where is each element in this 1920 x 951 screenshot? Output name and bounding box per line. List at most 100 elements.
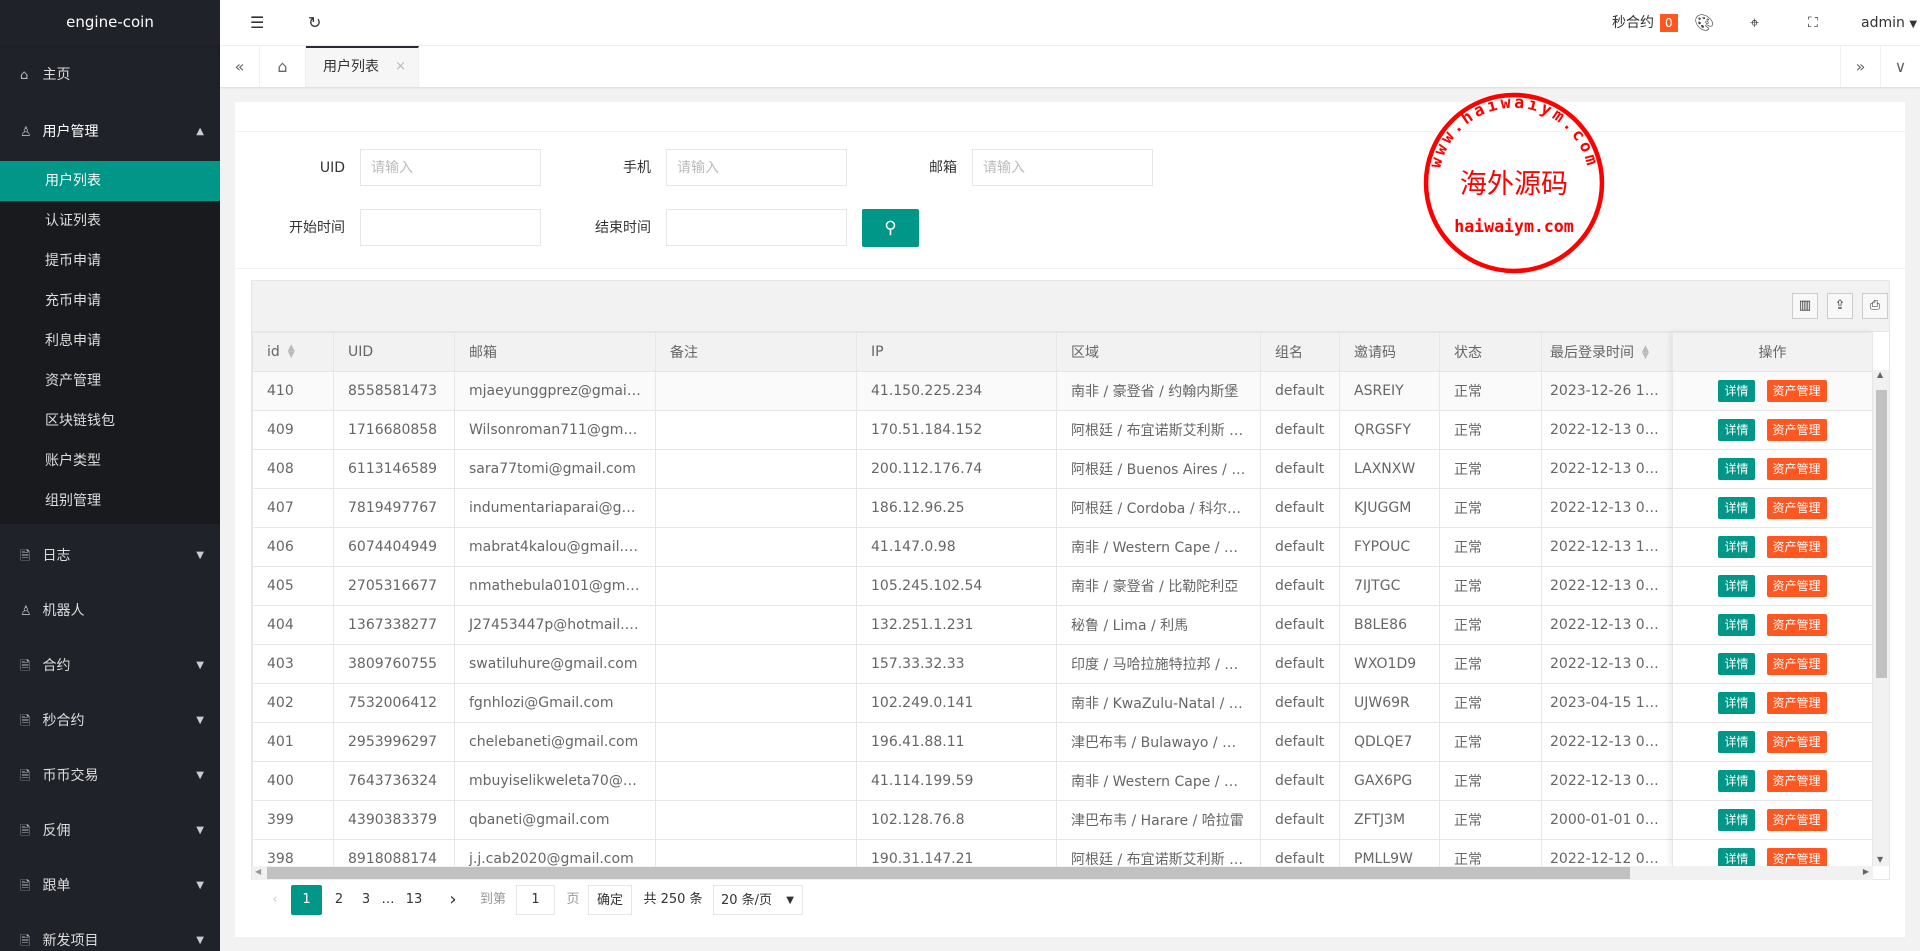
asset-management-button[interactable]: 资产管理 bbox=[1766, 809, 1827, 831]
vertical-scrollbar[interactable]: ▲ ▼ bbox=[1873, 370, 1889, 866]
table-cell: 41.150.225.234 bbox=[856, 371, 1057, 411]
table-row: 399 4390383379 qbaneti@gmail.com 102.128.76… bbox=[252, 800, 1672, 840]
column-header[interactable]: id ▲ ▼ bbox=[252, 332, 334, 372]
sidebar-item-group[interactable]: 🗎︎ 币币交易 ▼ bbox=[0, 748, 220, 804]
detail-button[interactable]: 详情 bbox=[1718, 419, 1755, 441]
search-button[interactable]: ⚲ bbox=[862, 209, 919, 247]
second-contract-link[interactable]: 秒合约 bbox=[1612, 15, 1654, 31]
horizontal-scrollbar[interactable]: ◀ ▶ bbox=[252, 866, 1873, 880]
table-cell: 南非 / Western Cape / 開普敦 bbox=[1056, 761, 1261, 801]
table-body-view[interactable]: id ▲ ▼ UID 邮箱 备注 IP 区域 组名 邀请码 状态 最后登录时间 ▲ ▼ 410 855858… bbox=[252, 332, 1672, 866]
goto-page-input[interactable] bbox=[516, 885, 555, 915]
detail-button[interactable]: 详情 bbox=[1718, 380, 1755, 402]
sidebar-subitem[interactable]: 提币申请 bbox=[45, 253, 101, 269]
detail-button[interactable]: 详情 bbox=[1718, 575, 1755, 597]
close-icon[interactable]: × bbox=[395, 59, 406, 74]
asset-management-button[interactable]: 资产管理 bbox=[1766, 731, 1827, 753]
sidebar-subitem[interactable]: 资产管理 bbox=[45, 373, 101, 389]
goto-confirm-button[interactable]: 确定 bbox=[588, 885, 632, 915]
sidebar-subitem[interactable]: 账户类型 bbox=[45, 453, 101, 469]
scrollbar-thumb[interactable] bbox=[1876, 390, 1887, 678]
tabs-scroll-left-icon[interactable]: « bbox=[220, 46, 260, 87]
home-tab-icon[interactable]: ⌂ bbox=[260, 46, 306, 87]
sort-icon[interactable]: ▲ ▼ bbox=[1642, 344, 1649, 361]
page-13[interactable]: 13 bbox=[405, 892, 423, 907]
sidebar-item-user-management[interactable]: ♙ 用户管理 ▲ bbox=[0, 104, 220, 160]
scroll-left-icon[interactable]: ◀ bbox=[255, 867, 262, 876]
refresh-icon[interactable]: ↻ bbox=[308, 13, 322, 32]
detail-button[interactable]: 详情 bbox=[1718, 458, 1755, 480]
detail-button[interactable]: 详情 bbox=[1718, 497, 1755, 519]
prev-page-icon[interactable]: ‹ bbox=[272, 892, 278, 907]
email-input[interactable] bbox=[972, 149, 1153, 186]
sidebar-subitem[interactable]: 组别管理 bbox=[45, 493, 101, 509]
asset-management-button[interactable]: 资产管理 bbox=[1766, 653, 1827, 675]
sidebar-item-group[interactable]: 🗎︎ 日志 ▼ bbox=[0, 528, 220, 584]
menu-collapse-icon[interactable]: ☰ bbox=[250, 13, 265, 32]
scroll-right-icon[interactable]: ▶ bbox=[1862, 867, 1869, 876]
tag-icon[interactable]: ⌖ bbox=[1750, 13, 1760, 32]
sidebar-item-group[interactable]: 🗎︎ 秒合约 ▼ bbox=[0, 693, 220, 749]
asset-management-button[interactable]: 资产管理 bbox=[1766, 380, 1827, 402]
palette-icon[interactable]: 🎨︎ bbox=[1694, 13, 1715, 32]
sidebar-item-group[interactable]: 🗎︎ 新发项目 ▼ bbox=[0, 913, 220, 951]
print-icon[interactable]: ⎙ bbox=[1862, 293, 1888, 319]
asset-management-button[interactable]: 资产管理 bbox=[1766, 575, 1827, 597]
scrollbar-thumb[interactable] bbox=[267, 867, 1630, 879]
sidebar-item-label: 合约 bbox=[42, 658, 71, 674]
tab-user-list[interactable]: 用户列表 × bbox=[306, 46, 419, 87]
scroll-down-icon[interactable]: ▼ bbox=[1877, 855, 1884, 864]
tabs-scroll-right-icon[interactable]: » bbox=[1840, 46, 1881, 87]
table-cell: 405 bbox=[252, 566, 334, 606]
page-2[interactable]: 2 bbox=[334, 892, 344, 907]
detail-button[interactable]: 详情 bbox=[1718, 653, 1755, 675]
asset-management-button[interactable]: 资产管理 bbox=[1766, 536, 1827, 558]
sidebar-subitem[interactable]: 利息申请 bbox=[45, 333, 101, 349]
asset-management-button[interactable]: 资产管理 bbox=[1766, 458, 1827, 480]
fullscreen-icon[interactable]: ⛶ bbox=[1808, 15, 1818, 31]
table-cell: 2022-12-13 04:20: bbox=[1541, 410, 1672, 450]
table-cell: 102.128.76.8 bbox=[856, 800, 1057, 840]
start-time-input[interactable] bbox=[360, 209, 541, 246]
asset-management-button[interactable]: 资产管理 bbox=[1766, 692, 1827, 714]
table-cell: default bbox=[1260, 371, 1340, 411]
sort-icon[interactable]: ▲ ▼ bbox=[287, 343, 295, 360]
detail-button[interactable]: 详情 bbox=[1718, 848, 1755, 866]
detail-button[interactable]: 详情 bbox=[1718, 770, 1755, 792]
sidebar-subitem[interactable]: 认证列表 bbox=[45, 213, 101, 229]
asset-management-button[interactable]: 资产管理 bbox=[1766, 770, 1827, 792]
asset-management-button[interactable]: 资产管理 bbox=[1766, 497, 1827, 519]
asset-management-button[interactable]: 资产管理 bbox=[1766, 848, 1827, 866]
asset-management-button[interactable]: 资产管理 bbox=[1766, 614, 1827, 636]
phone-input[interactable] bbox=[666, 149, 847, 186]
page-3[interactable]: 3 bbox=[361, 892, 371, 907]
uid-input[interactable] bbox=[360, 149, 541, 186]
export-icon[interactable]: ⇪ bbox=[1827, 293, 1853, 319]
detail-button[interactable]: 详情 bbox=[1718, 731, 1755, 753]
tabs-menu-chevron-down-icon[interactable]: ∨ bbox=[1894, 57, 1907, 76]
user-menu[interactable]: admin ▼ bbox=[1861, 0, 1917, 46]
sidebar-item-group[interactable]: ♙ 机器人 bbox=[0, 583, 220, 639]
table-cell bbox=[655, 527, 857, 567]
detail-button[interactable]: 详情 bbox=[1718, 536, 1755, 558]
column-header[interactable]: 最后登录时间 ▲ ▼ bbox=[1541, 332, 1672, 372]
detail-button[interactable]: 详情 bbox=[1718, 809, 1755, 831]
end-time-input[interactable] bbox=[666, 209, 847, 246]
page-1[interactable]: 1 bbox=[291, 885, 322, 915]
sidebar-subitem[interactable]: 区块链钱包 bbox=[45, 413, 115, 429]
table-cell: 186.12.96.25 bbox=[856, 488, 1057, 528]
detail-button[interactable]: 详情 bbox=[1718, 692, 1755, 714]
next-page-icon[interactable]: › bbox=[449, 889, 457, 910]
sidebar-item-group[interactable]: 🗎︎ 反佣 ▼ bbox=[0, 803, 220, 859]
page-size-select[interactable]: 20 条/页 ▼ bbox=[713, 885, 803, 915]
detail-button[interactable]: 详情 bbox=[1718, 614, 1755, 636]
sidebar-item-group[interactable]: 🗎︎ 合约 ▼ bbox=[0, 638, 220, 694]
sidebar-item-group[interactable]: 🗎︎ 跟单 ▼ bbox=[0, 858, 220, 914]
sidebar-item-home[interactable]: ⌂ 主页 bbox=[0, 47, 220, 103]
table-cell: 7IJTGC bbox=[1339, 566, 1440, 606]
asset-management-button[interactable]: 资产管理 bbox=[1766, 419, 1827, 441]
sidebar-subitem[interactable]: 充币申请 bbox=[45, 293, 101, 309]
sidebar-subitem[interactable]: 用户列表 bbox=[0, 161, 220, 201]
columns-filter-icon[interactable]: ▥ bbox=[1792, 293, 1818, 319]
scroll-up-icon[interactable]: ▲ bbox=[1877, 370, 1884, 379]
